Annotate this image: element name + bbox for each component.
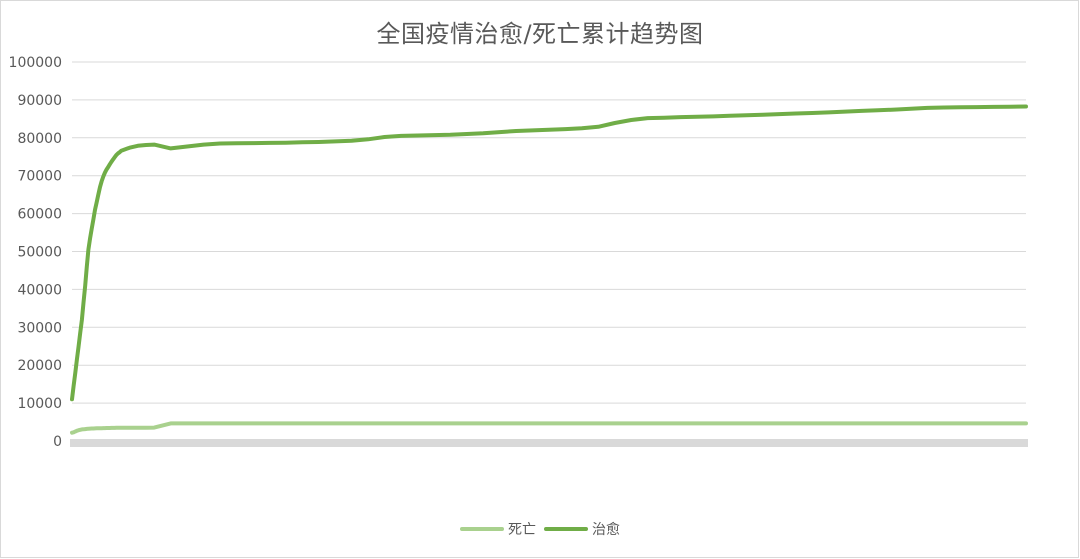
grid-lines — [72, 61, 1026, 404]
y-tick-label: 80000 — [17, 131, 62, 147]
legend: 死亡 治愈 — [0, 519, 1080, 539]
y-tick-label: 10000 — [17, 396, 62, 412]
y-tick-label: 100000 — [9, 55, 62, 71]
series-line-deaths[interactable] — [70, 421, 1028, 435]
legend-item-recovered[interactable]: 治愈 — [544, 519, 620, 539]
series-line-recovered[interactable] — [70, 104, 1028, 402]
y-tick-label: 40000 — [17, 282, 62, 298]
legend-swatch-recovered — [544, 527, 588, 531]
legend-label-recovered: 治愈 — [592, 522, 620, 538]
y-tick-label: 60000 — [17, 207, 62, 223]
legend-item-deaths[interactable]: 死亡 — [460, 519, 536, 539]
y-tick-label: 30000 — [17, 320, 62, 336]
y-tick-label: 50000 — [17, 245, 62, 261]
x-axis-band — [70, 439, 1028, 447]
y-axis-tick-labels: 1000009000080000700006000050000400003000… — [9, 55, 62, 450]
y-tick-label: 70000 — [17, 169, 62, 185]
legend-swatch-deaths — [460, 527, 504, 531]
y-tick-label: 90000 — [17, 93, 62, 109]
series-lines — [70, 104, 1028, 435]
legend-label-deaths: 死亡 — [508, 522, 536, 538]
y-tick-label: 20000 — [17, 358, 62, 374]
chart-title: 全国疫情治愈/死亡累计趋势图 — [376, 20, 704, 48]
y-tick-label: 0 — [53, 434, 62, 450]
